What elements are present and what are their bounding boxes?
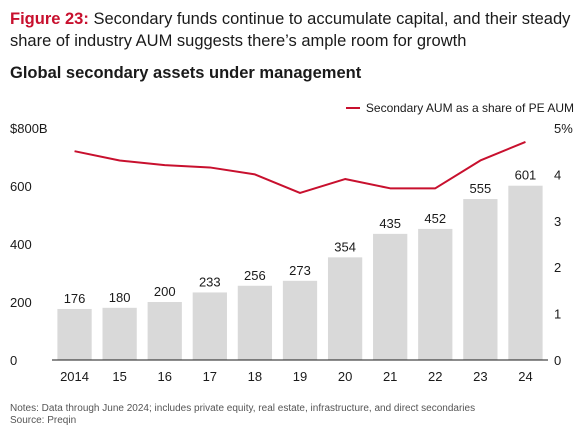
y-right-tick-label: 0: [554, 353, 561, 368]
bar-value-label: 233: [199, 274, 221, 289]
y-right-tick-label: 4: [554, 167, 561, 182]
legend-label: Secondary AUM as a share of PE AUM: [365, 101, 574, 115]
chart-title: Global secondary assets under management: [10, 64, 362, 82]
x-tick-label: 24: [518, 369, 532, 384]
bar: [102, 307, 137, 360]
y-left-tick-label: $800B: [10, 121, 48, 136]
x-tick-label: 19: [293, 369, 307, 384]
x-tick-label: 16: [157, 369, 171, 384]
y-right-tick-label: 5%: [554, 121, 573, 136]
figure-label: Figure 23:: [10, 10, 89, 28]
bar-value-label: 180: [109, 290, 131, 305]
bar: [282, 280, 318, 360]
y-right-tick-label: 3: [554, 214, 561, 229]
bar-value-label: 555: [470, 181, 492, 196]
chart-legend: Secondary AUM as a share of PE AUM: [345, 101, 574, 115]
x-tick-label: 17: [203, 369, 217, 384]
chart-notes: Notes: Data through June 2024; includes …: [10, 403, 475, 427]
legend-line-swatch: [345, 107, 360, 109]
bar: [147, 302, 182, 360]
y-right-tick-label: 2: [554, 260, 561, 275]
bar: [373, 233, 408, 360]
bar: [57, 308, 92, 360]
bar-value-label: 273: [289, 263, 311, 278]
x-tick-label: 15: [112, 369, 126, 384]
x-tick-label: 22: [428, 369, 442, 384]
bar-value-label: 601: [515, 168, 537, 183]
bar: [237, 285, 273, 360]
bar-value-label: 176: [64, 291, 86, 306]
x-tick-label: 21: [383, 369, 397, 384]
y-right-tick-label: 1: [554, 307, 561, 322]
bar-value-label: 452: [424, 211, 446, 226]
x-tick-label: 18: [248, 369, 262, 384]
source-line: Source: Preqin: [10, 415, 77, 426]
x-tick-label: 20: [338, 369, 352, 384]
bar: [192, 292, 227, 360]
figure-title: Figure 23: Secondary funds continue to a…: [10, 8, 575, 52]
x-tick-label: 23: [473, 369, 487, 384]
bar-value-label: 256: [244, 268, 266, 283]
y-left-tick-label: 0: [10, 353, 17, 368]
x-tick-label: 2014: [60, 369, 89, 384]
bar: [418, 228, 453, 360]
share-line: [74, 140, 526, 194]
bar: [327, 257, 363, 360]
figure-title-text: Secondary funds continue to accumulate c…: [10, 10, 571, 50]
bar-value-label: 200: [154, 284, 176, 299]
y-left-tick-label: 400: [10, 237, 32, 252]
bar: [463, 199, 498, 360]
y-left-tick-label: 200: [10, 295, 32, 310]
y-left-tick-label: 600: [10, 179, 32, 194]
bar: [508, 185, 543, 360]
notes-line: Notes: Data through June 2024; includes …: [10, 403, 476, 414]
bar-value-label: 354: [334, 239, 356, 254]
bar-value-label: 435: [379, 216, 401, 231]
